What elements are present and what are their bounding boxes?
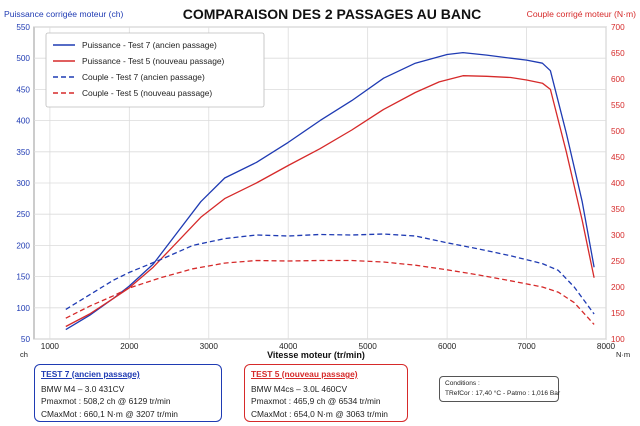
- y-left-tick-label: 550: [16, 23, 30, 32]
- test5-heading: TEST 5 (nouveau passage): [251, 369, 358, 379]
- y-right-tick-label: 150: [611, 309, 625, 318]
- y-left-tick-label: 500: [16, 54, 30, 63]
- legend-box: [45, 32, 265, 108]
- x-tick-label: 4000: [279, 342, 298, 351]
- test5-pmax: Pmaxmot : 465,9 ch @ 6534 tr/min: [251, 396, 381, 406]
- y-right-tick-label: 650: [611, 49, 625, 58]
- y-right-tick-label: 350: [611, 205, 625, 214]
- right-axis-label: Couple corrigé moteur (N·m): [527, 9, 636, 19]
- y-right-tick-label: 400: [611, 179, 625, 188]
- y-left-tick-label: 250: [16, 210, 30, 219]
- x-tick-label: 3000: [200, 342, 219, 351]
- series-line-1: [65, 51, 595, 331]
- chart-title: COMPARAISON DES 2 PASSAGES AU BANC: [183, 6, 481, 22]
- y-right-tick-label: 100: [611, 335, 625, 344]
- y-left-tick-label: 50: [21, 335, 31, 344]
- test7-info-box: TEST 7 (ancien passage) BMW M4 – 3.0 431…: [34, 364, 222, 422]
- y-right-tick-label: 200: [611, 283, 625, 292]
- y-right-tick-label: 300: [611, 231, 625, 240]
- test7-vehicle: BMW M4 – 3.0 431CV: [41, 383, 125, 394]
- test7-heading: TEST 7 (ancien passage): [41, 369, 140, 379]
- test7-pmax: Pmaxmot : 508,2 ch @ 6129 tr/min: [41, 396, 171, 406]
- left-unit-label: ch: [20, 350, 28, 359]
- x-tick-label: 2000: [120, 342, 139, 351]
- x-axis-label: Vitesse moteur (tr/min): [267, 350, 365, 360]
- y-right-tick-label: 500: [611, 127, 625, 136]
- conditions-heading: Conditions :: [445, 380, 480, 387]
- y-left-tick-label: 350: [16, 148, 30, 157]
- x-tick-label: 5000: [359, 342, 378, 351]
- y-left-tick-label: 150: [16, 273, 30, 282]
- test5-info-box: TEST 5 (nouveau passage) BMW M4cs – 3.0L…: [244, 364, 408, 422]
- y-left-tick-label: 400: [16, 117, 30, 126]
- y-left-tick-label: 450: [16, 85, 30, 94]
- y-right-tick-label: 450: [611, 153, 625, 162]
- legend-label: Puissance - Test 7 (ancien passage): [82, 40, 217, 50]
- test7-cmax: CMaxMot : 660,1 N·m @ 3207 tr/min: [41, 408, 178, 419]
- y-right-tick-label: 700: [611, 23, 625, 32]
- x-tick-label: 6000: [438, 342, 457, 351]
- series-line-4: [65, 259, 595, 325]
- series-line-3: [65, 233, 595, 315]
- legend-label: Puissance - Test 5 (nouveau passage): [82, 56, 225, 66]
- series-line-2: [65, 75, 595, 328]
- legend: Puissance - Test 7 (ancien passage) Puiss…: [45, 32, 265, 108]
- y-left-tick-label: 200: [16, 241, 30, 250]
- conditions-text: TRefCor : 17,40 °C - Patmo : 1,016 Bar: [445, 390, 561, 397]
- x-tick-label: 8000: [597, 342, 616, 351]
- x-tick-label: 7000: [517, 342, 536, 351]
- y-right-tick-label: 250: [611, 257, 625, 266]
- test5-vehicle: BMW M4cs – 3.0L 460CV: [251, 383, 348, 394]
- test5-cmax: CMaxMot : 654,0 N·m @ 3063 tr/min: [251, 408, 388, 419]
- y-right-tick-label: 600: [611, 75, 625, 84]
- left-axis-label: Puissance corrigée moteur (ch): [4, 9, 124, 19]
- right-unit-label: N·m: [616, 350, 630, 359]
- legend-label: Couple - Test 7 (ancien passage): [82, 72, 205, 82]
- y-right-tick-label: 550: [611, 101, 625, 110]
- legend-label: Couple - Test 5 (nouveau passage): [82, 88, 212, 98]
- y-left-tick-label: 300: [16, 179, 30, 188]
- y-left-tick-label: 100: [16, 304, 30, 313]
- x-tick-label: 1000: [41, 342, 60, 351]
- conditions-box: Conditions : TRefCor : 17,40 °C - Patmo …: [439, 376, 561, 402]
